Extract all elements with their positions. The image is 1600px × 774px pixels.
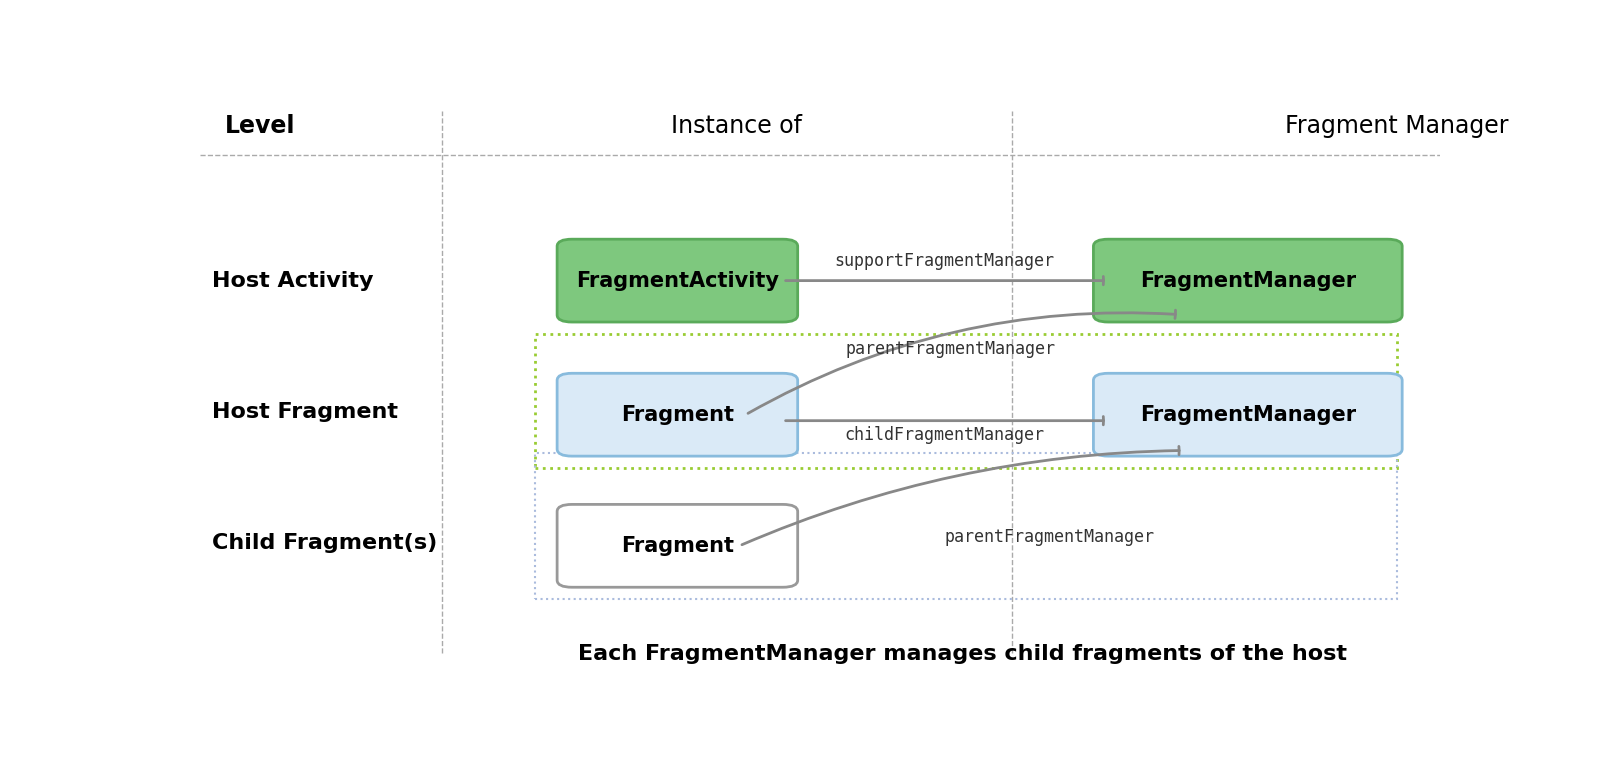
FancyBboxPatch shape — [1093, 239, 1402, 322]
FancyBboxPatch shape — [557, 373, 798, 456]
Text: Level: Level — [224, 114, 296, 138]
Text: Host Activity: Host Activity — [213, 271, 374, 290]
Text: FragmentManager: FragmentManager — [1139, 271, 1355, 290]
Text: parentFragmentManager: parentFragmentManager — [845, 340, 1054, 358]
Text: parentFragmentManager: parentFragmentManager — [944, 528, 1154, 546]
Text: FragmentManager: FragmentManager — [1139, 405, 1355, 425]
Text: Host Fragment: Host Fragment — [213, 402, 398, 422]
Bar — [534, 334, 1397, 468]
Text: Fragment Manager: Fragment Manager — [1285, 114, 1509, 138]
Text: supportFragmentManager: supportFragmentManager — [834, 252, 1054, 270]
Text: Fragment: Fragment — [621, 536, 734, 556]
Text: FragmentActivity: FragmentActivity — [576, 271, 779, 290]
FancyBboxPatch shape — [557, 505, 798, 587]
Text: childFragmentManager: childFragmentManager — [845, 426, 1043, 444]
Bar — [534, 454, 1397, 599]
Text: Fragment: Fragment — [621, 405, 734, 425]
FancyBboxPatch shape — [1093, 373, 1402, 456]
Text: Child Fragment(s): Child Fragment(s) — [213, 533, 438, 553]
Text: Each FragmentManager manages child fragments of the host: Each FragmentManager manages child fragm… — [578, 644, 1347, 664]
FancyBboxPatch shape — [557, 239, 798, 322]
Text: Instance of: Instance of — [672, 114, 802, 138]
